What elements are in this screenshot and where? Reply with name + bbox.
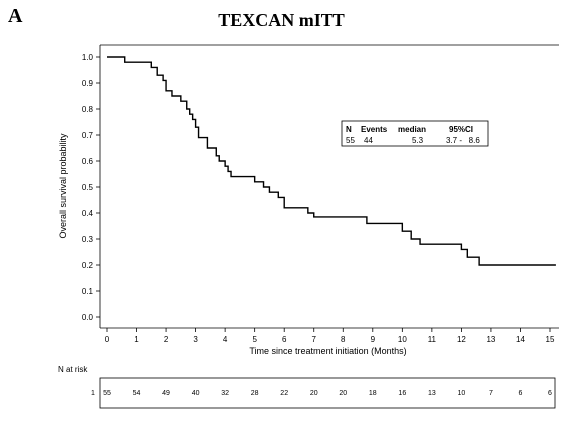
y-tick-label: 0.5 [82,183,94,192]
x-tick-label: 6 [282,335,287,344]
risk-value: 55 [103,390,111,397]
inset-header-ci: 95%CI [449,125,473,134]
x-tick-label: 1 [134,335,139,344]
risk-value: 28 [251,390,259,397]
y-tick-label: 0.2 [82,261,94,270]
x-tick-label: 15 [546,335,555,344]
x-axis-label: Time since treatment initiation (Months) [249,346,406,356]
y-tick-label: 0.3 [82,235,94,244]
inset-cell-ci: 3.7 - 8.6 [446,136,480,145]
inset-cell-n: 55 [346,136,355,145]
inset-header-n: N [346,125,352,134]
x-tick-label: 7 [312,335,317,344]
chart-title: TEXCAN mITT [218,10,345,30]
survival-curve-line [107,56,556,266]
x-tick-label: 11 [428,335,437,344]
inset-cell-median: 5.3 [412,136,424,145]
y-tick-label: 1.0 [82,53,94,62]
risk-value: 20 [339,390,347,397]
y-tick-label: 0.6 [82,157,94,166]
risk-value: 13 [428,390,436,397]
inset-cell-events: 44 [364,136,373,145]
x-tick-label: 0 [105,335,110,344]
risk-value: 20 [310,390,318,397]
risk-value: 22 [280,390,288,397]
risk-value: 7 [489,390,493,397]
risk-value: 49 [162,390,170,397]
y-tick-label: 0.0 [82,313,94,322]
risk-table-title: N at risk [58,365,88,374]
risk-value: 16 [398,390,406,397]
x-tick-label: 12 [457,335,466,344]
y-axis-ticks: 0.0 0.1 0.2 0.3 0.4 0.5 0.6 0.7 0.8 0.9 1.0 [82,53,100,322]
x-tick-label: 14 [516,335,525,344]
risk-value: 18 [369,390,377,397]
x-axis-ticks: 0 1 2 3 4 5 6 7 8 9 10 11 12 13 14 15 [105,328,555,344]
risk-value: 6 [519,390,523,397]
x-tick-label: 5 [252,335,257,344]
inset-summary-table: N Events median 95%CI 55 44 5.3 3.7 - 8.… [341,120,489,147]
y-tick-label: 0.1 [82,287,94,296]
risk-value: 40 [192,390,200,397]
panel-letter: A [8,5,23,27]
x-tick-label: 9 [371,335,376,344]
x-tick-label: 2 [164,335,169,344]
y-tick-label: 0.8 [82,105,94,114]
risk-group-label: 1 [91,390,95,397]
x-tick-label: 13 [486,335,495,344]
x-tick-label: 3 [193,335,198,344]
y-tick-label: 0.4 [82,209,94,218]
y-tick-label: 0.7 [82,131,94,140]
survival-curve-group [107,56,556,266]
y-tick-label: 0.9 [82,79,94,88]
risk-value: 10 [458,390,466,397]
risk-value: 54 [133,390,141,397]
inset-header-median: median [398,125,426,134]
risk-value: 6 [548,390,552,397]
x-tick-label: 4 [223,335,228,344]
inset-table-border [341,120,489,147]
risk-values: 55 54 49 40 32 28 22 20 20 18 16 13 10 7 6 6 [103,390,552,397]
inset-header-events: Events [361,125,388,134]
risk-table-border [99,377,556,409]
risk-value: 32 [221,390,229,397]
x-tick-label: 8 [341,335,346,344]
y-axis-label: Overall survival probability [58,133,68,239]
x-tick-label: 10 [398,335,407,344]
